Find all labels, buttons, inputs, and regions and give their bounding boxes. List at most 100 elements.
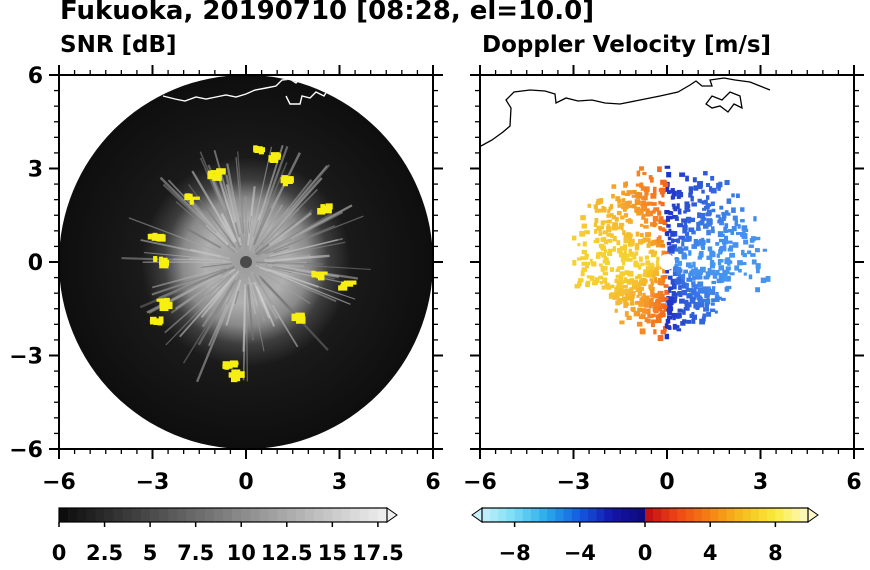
doppler-echo-cell (628, 219, 633, 224)
snr-echo-cell (317, 273, 325, 281)
doppler-echo-cell (687, 218, 691, 224)
doppler-echo-cell (636, 170, 641, 177)
colorbar-bin (506, 508, 515, 522)
doppler-echo-cell (661, 228, 667, 232)
doppler-echo-cell (657, 281, 664, 285)
colorbar-bin (587, 508, 597, 522)
doppler-echo-cell (647, 312, 651, 319)
doppler-echo-cell (755, 263, 761, 269)
doppler-echo-cell (572, 259, 577, 266)
doppler-echo-cell (664, 230, 670, 236)
doppler-echo-cell (638, 279, 645, 284)
doppler-echo-cell (616, 210, 622, 216)
doppler-echo-cell (667, 306, 674, 312)
doppler-echo-cell (602, 259, 607, 264)
snr-texture-spoke (165, 273, 235, 346)
doppler-echo-cell (644, 190, 649, 196)
doppler-echo-cell (659, 278, 666, 283)
colorbar-bin (259, 508, 269, 522)
snr-texture-spoke (252, 207, 272, 246)
doppler-echo-cell (715, 214, 721, 218)
doppler-echo-cell (685, 304, 690, 309)
doppler-echo-cell (652, 307, 659, 312)
colorbar-extend-max (807, 507, 819, 523)
doppler-echo-cell (658, 306, 663, 310)
doppler-echo-cell (686, 277, 693, 282)
doppler-echo-cell (656, 256, 660, 263)
doppler-echo-cell (634, 251, 639, 256)
x-tick-label: −3 (557, 470, 591, 495)
snr-texture-spoke (268, 212, 313, 246)
snr-echo-cell (281, 175, 288, 179)
doppler-echo-cell (696, 269, 700, 276)
doppler-echo-cell (672, 271, 679, 277)
doppler-echo-cell (642, 195, 648, 201)
doppler-echo-cell (584, 230, 590, 235)
doppler-echo-cell (657, 277, 663, 282)
doppler-echo-cell (696, 221, 701, 228)
snr-texture-spoke (253, 162, 288, 243)
doppler-echo-cell (665, 269, 670, 274)
doppler-echo-cell (711, 280, 716, 285)
doppler-echo-cell (650, 322, 655, 328)
colorbar-bin (669, 508, 678, 522)
doppler-echo-cell (734, 220, 739, 227)
doppler-echo-cell (692, 276, 696, 281)
doppler-echo-cell (685, 287, 690, 292)
snr-echo-cell (291, 313, 301, 321)
doppler-echo-cell (628, 248, 632, 255)
doppler-echo-cell (638, 239, 643, 245)
doppler-echo-cell (634, 263, 640, 268)
doppler-echo-cell (603, 256, 608, 262)
snr-echo-cell (320, 204, 326, 210)
doppler-echo-cell (683, 269, 689, 274)
doppler-echo-cell (692, 261, 696, 268)
doppler-echo-cell (675, 216, 679, 221)
doppler-echo-cell (696, 227, 701, 231)
doppler-echo-cell (681, 273, 686, 280)
doppler-echo-cell (676, 280, 681, 285)
snr-echo-cluster (280, 175, 294, 187)
snr-texture-spoke (252, 273, 274, 306)
doppler-echo-cell (616, 247, 623, 254)
doppler-echo-cell (627, 295, 633, 301)
snr-texture-spoke (225, 174, 241, 234)
doppler-echo-cell (595, 201, 601, 205)
doppler-echo-cell (607, 251, 613, 256)
doppler-echo-cell (620, 215, 625, 220)
doppler-echo-cell (697, 282, 702, 288)
doppler-echo-cell (668, 287, 672, 293)
doppler-echo-cell (636, 294, 640, 298)
doppler-echo-cell (635, 183, 641, 187)
doppler-echo-cell (596, 225, 601, 231)
doppler-echo-cell (678, 248, 684, 254)
snr-high-echoes (147, 145, 357, 383)
coastline-right (480, 77, 771, 147)
doppler-echo-cell (647, 240, 654, 247)
snr-echo-cell (156, 298, 162, 302)
doppler-echo-cell (691, 318, 696, 324)
doppler-echo-cell (700, 217, 707, 221)
doppler-echo-cell (591, 262, 597, 267)
doppler-echo-cell (656, 292, 661, 297)
colorbar-bin (286, 508, 297, 522)
doppler-echo-cell (650, 251, 656, 258)
doppler-echo-cell (628, 235, 633, 242)
snr-texture-spoke (234, 222, 241, 238)
colorbar-bin (341, 508, 351, 522)
doppler-echo-cell (598, 243, 604, 248)
doppler-echo-cell (639, 182, 644, 187)
doppler-echo-cell (654, 279, 658, 284)
colorbar-bin (104, 508, 114, 522)
doppler-echo-cell (765, 275, 771, 282)
snr-echo-cell (185, 193, 191, 199)
doppler-echo-cell (601, 205, 605, 211)
doppler-echo-cell (722, 245, 727, 252)
doppler-echo-cell (635, 287, 640, 293)
doppler-echo-cell (696, 295, 702, 301)
doppler-echo-cell (662, 267, 668, 274)
snr-texture-spoke (226, 276, 241, 305)
doppler-echo-cell (652, 216, 659, 222)
doppler-echo-cell (619, 320, 625, 325)
doppler-echo-cell (721, 211, 725, 216)
